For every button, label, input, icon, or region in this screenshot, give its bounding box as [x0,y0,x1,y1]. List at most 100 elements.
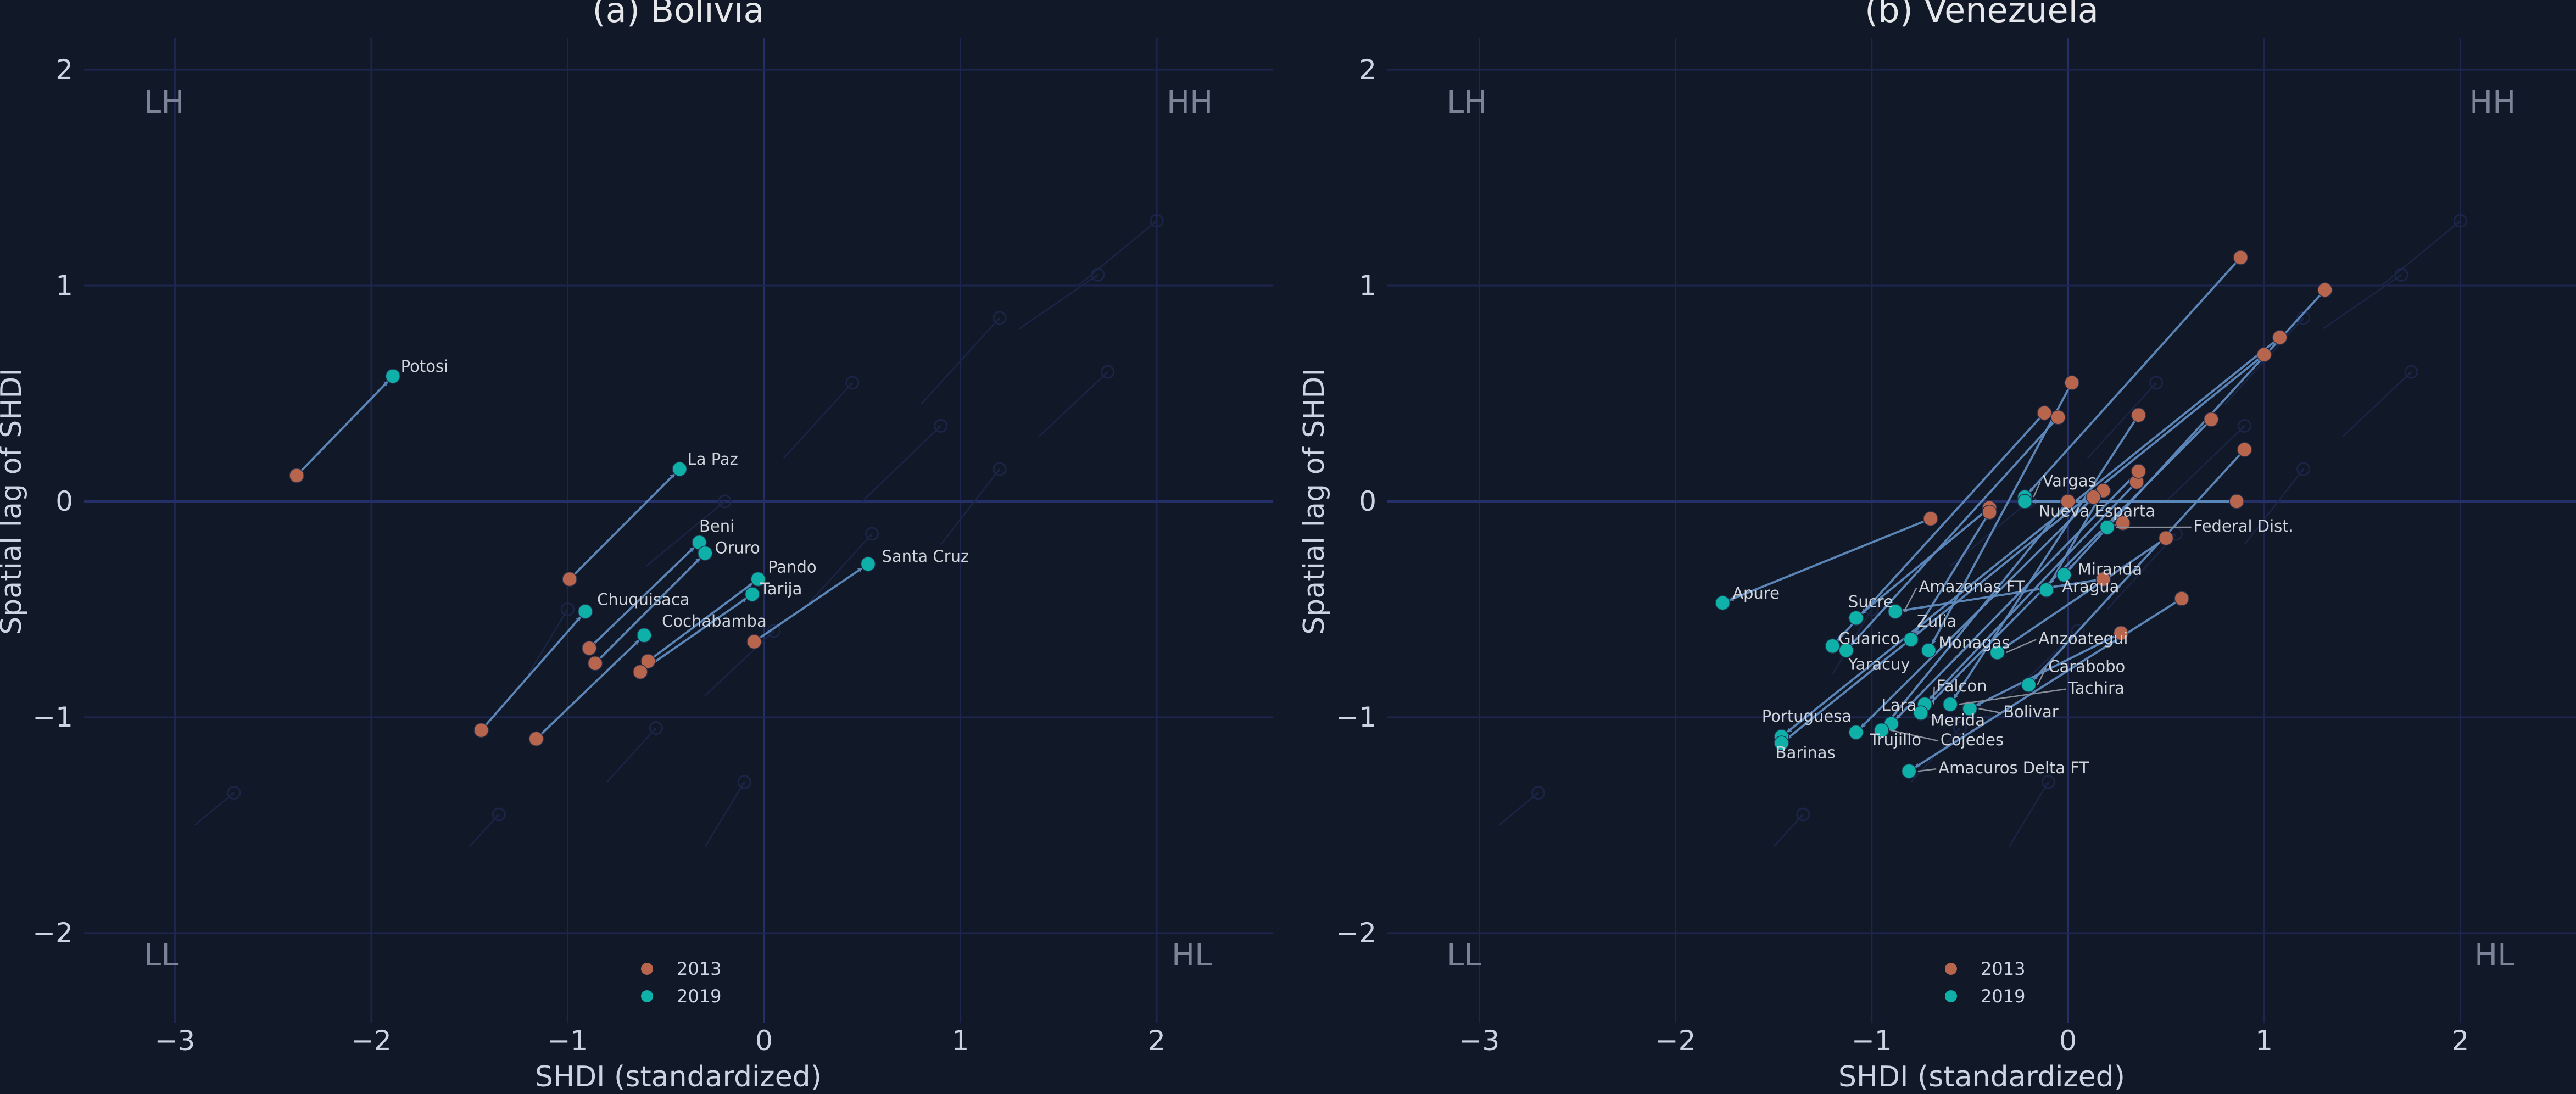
trajectory-arrow [640,599,746,672]
trajectory-arrow [595,559,700,663]
point-2013 [633,665,648,679]
region-label: Potosi [401,357,448,376]
legend-marker-2019 [1945,990,1957,1002]
point-2019 [1715,596,1730,610]
point-2019 [1904,633,1918,647]
point-2019 [698,546,712,560]
x-tick-label: −3 [1459,1025,1500,1057]
grid [1387,38,2576,1023]
quadrant-label-hl: HL [1172,937,1212,973]
region-label: Amacuros Delta FT [1938,758,2089,777]
y-tick-label: 1 [55,270,73,302]
point-2019 [1902,764,1916,778]
x-tick-label: −2 [1655,1025,1696,1057]
point-2019 [745,587,760,601]
region-label: Merida [1931,711,1985,730]
region-label: Sucre [1848,593,1893,611]
region-label: Portuguesa [1762,707,1852,725]
x-axis-label: SHDI (standardized) [535,1060,822,1092]
point-2019 [578,604,593,618]
point-2019 [386,369,400,383]
point-2019 [1849,725,1863,740]
label-leader-line [2006,639,2036,652]
legend-label-2019: 2019 [677,986,721,1007]
ghost-arrow [1039,372,1108,437]
region-label: Cochabamba [662,612,767,630]
region-label: Monagas [1938,633,2010,652]
region-label: Santa Cruz [882,547,969,566]
point-2019 [672,462,687,476]
ghost-arrow [2323,275,2401,328]
legend-label-2013: 2013 [677,958,721,979]
point-2013 [2233,250,2248,265]
y-tick-label: 0 [55,485,73,517]
quadrant-label-ll: LL [144,937,178,973]
region-label: Beni [699,517,734,535]
point-2013 [2237,443,2251,457]
point-2013 [2229,494,2244,509]
y-tick-label: −2 [32,917,73,949]
legend-label-2013: 2013 [1981,958,2025,979]
region-label: Tarija [760,579,802,598]
ghost-arrow [941,469,1000,545]
point-2019 [637,628,651,643]
region-label: Chuquisaca [597,590,689,609]
point-2013 [2159,531,2173,545]
quadrant-label-hh: HH [1167,85,1213,120]
y-axis-ticks: −2 −1 0 1 2 [32,54,73,949]
ghost-arrow [2382,221,2461,286]
x-tick-label: −1 [1852,1025,1892,1057]
point-2019 [1943,697,1958,711]
x-tick-label: 1 [2255,1025,2273,1057]
point-2013 [2065,376,2079,390]
point-2013 [529,732,543,746]
point-2019 [2039,583,2054,597]
region-label: Oruro [715,538,760,557]
x-tick-label: 0 [2059,1025,2077,1057]
y-tick-label: 2 [55,54,73,86]
panel-title: (b) Venezuela [1865,0,2099,30]
point-2013 [2174,591,2189,606]
point-2013 [2051,410,2065,425]
region-label: Nueva Esparta [2038,502,2155,521]
panel-title: (a) Bolivia [593,0,765,30]
region-label: Anzoategui [2038,629,2128,648]
quadrant-label-hh: HH [2469,85,2516,120]
region-label: Guarico [1838,629,1900,648]
quadrant-label-hl: HL [2474,937,2514,973]
point-2013 [2273,330,2287,344]
ghost-arrow [2343,372,2411,437]
legend: 2013 2019 [641,958,721,1007]
y-axis-label: Spatial lag of SHDI [0,368,28,635]
background-ghost-arrows [1499,215,2466,847]
y-tick-label: 1 [1359,270,1376,302]
point-2013 [289,468,304,483]
region-label: Aragua [2062,577,2119,596]
point-2013 [1923,511,1938,526]
ghost-arrow [528,610,568,674]
ghost-arrow [2009,782,2048,847]
point-2013 [1982,505,1997,520]
legend-marker-2013 [641,963,653,975]
x-axis-label: SHDI (standardized) [1838,1060,2125,1092]
region-label: Falcon [1937,677,1987,695]
ghost-arrow [194,793,234,825]
background-ghost-arrows [194,215,1163,847]
y-tick-label: 2 [1359,54,1376,86]
y-tick-label: −1 [32,701,73,733]
region-label: Cojedes [1941,730,2004,749]
y-axis-label: Spatial lag of SHDI [1298,368,1331,635]
y-tick-label: −1 [1336,701,1376,733]
point-2013 [2204,412,2218,427]
quadrant-label-ll: LL [1447,937,1481,973]
ghost-arrow [1019,275,1098,328]
ghost-arrow [1078,221,1157,286]
region-label: Pando [768,558,817,577]
y-tick-label: 0 [1359,485,1376,517]
